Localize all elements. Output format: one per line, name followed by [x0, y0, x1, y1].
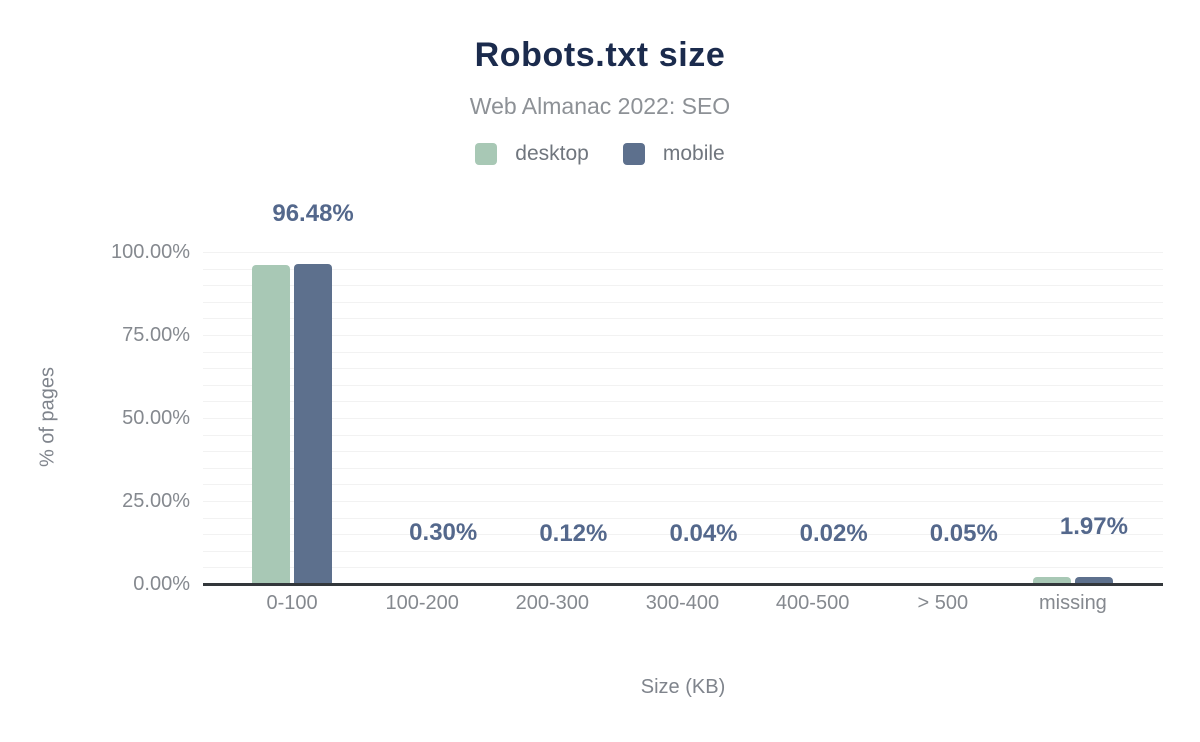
gridline [203, 418, 1163, 419]
data-label-0-100: 96.48% [272, 199, 354, 227]
legend-swatch-icon [622, 143, 645, 165]
gridline [203, 335, 1163, 336]
legend-item-mobile[interactable]: mobile [622, 142, 725, 166]
gridline [203, 368, 1163, 370]
y-tick: 100.00% [111, 241, 190, 263]
data-label-200-300: 0.12% [539, 519, 608, 547]
gridline [203, 501, 1163, 502]
bar-desktop-0-100[interactable] [252, 264, 291, 584]
band-missing [1008, 252, 1138, 584]
band-0-100 [227, 252, 357, 584]
gridline [203, 451, 1163, 453]
legend-label: mobile [662, 142, 725, 165]
data-label-100-200: 0.30% [409, 519, 478, 547]
chart-title: Robots.txt size [474, 36, 726, 74]
legend-label: desktop [515, 142, 589, 165]
gridline [203, 351, 1163, 353]
x-tick-missing: missing [1039, 592, 1107, 614]
gridline [203, 301, 1163, 303]
y-tick: 75.00% [122, 324, 190, 346]
x-tick-400-500: 400-500 [775, 592, 850, 614]
gridline [203, 434, 1163, 436]
bar-mobile-missing[interactable] [1074, 577, 1113, 584]
gridline [203, 401, 1163, 403]
legend-swatch-icon [475, 143, 498, 165]
x-axis-labels: 0-100 100-200 200-300 300-400 400-500 > 500 mi… [203, 592, 1163, 615]
gridline [203, 550, 1163, 552]
x-tick-100-200: 100-200 [385, 592, 459, 614]
bar-pair [1032, 577, 1113, 584]
y-tick: 50.00% [122, 407, 190, 429]
x-tick-300-400: 300-400 [645, 592, 720, 614]
data-label-400-500: 0.02% [799, 519, 868, 547]
x-tick-gt-500: > 500 [917, 592, 969, 614]
y-axis-title: % of pages [36, 366, 59, 468]
bar-desktop-missing[interactable] [1032, 577, 1071, 584]
chart-subtitle: Web Almanac 2022: SEO [469, 93, 731, 119]
gridline [203, 285, 1163, 287]
legend-item-desktop[interactable]: desktop [475, 142, 589, 166]
gridline [203, 318, 1163, 320]
chart-legend: desktop mobile [0, 142, 1200, 166]
plot-area: 96.48% 0.30% 0.12% 0.04% 0.02% 0.05% 1.97% [203, 200, 1163, 586]
data-label-missing: 1.97% [1059, 513, 1128, 541]
gridline [203, 467, 1163, 469]
x-tick-200-300: 200-300 [515, 592, 590, 614]
gridline [203, 384, 1163, 386]
gridline [203, 567, 1163, 569]
x-axis-line [203, 583, 1163, 586]
gridline [203, 517, 1163, 519]
x-tick-0-100: 0-100 [266, 592, 318, 614]
gridline [203, 534, 1163, 536]
data-label-300-400: 0.04% [669, 519, 738, 547]
bar-pair [252, 263, 333, 584]
x-axis-title: Size (KB) [640, 676, 726, 698]
gridline [203, 268, 1163, 270]
gridline [203, 484, 1163, 486]
data-label-gt-500: 0.05% [929, 519, 998, 547]
y-tick: 25.00% [122, 490, 190, 512]
y-tick: 0.00% [133, 573, 190, 595]
bar-mobile-0-100[interactable] [294, 263, 333, 584]
gridline [203, 252, 1163, 253]
